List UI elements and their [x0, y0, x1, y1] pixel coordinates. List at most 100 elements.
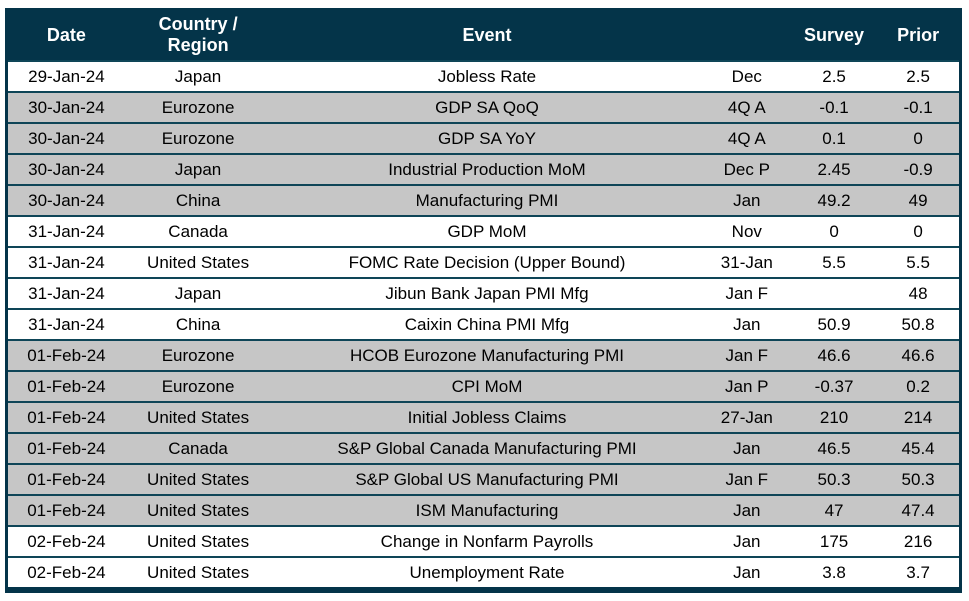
- cell-prior: 5.5: [877, 246, 961, 278]
- cell-region: China: [124, 308, 272, 340]
- cell-event: FOMC Rate Decision (Upper Bound): [271, 246, 703, 278]
- cell-survey: -0.1: [790, 91, 878, 123]
- table-row: 02-Feb-24 United States Unemployment Rate J…: [6, 556, 961, 590]
- table-row: 01-Feb-24 United States Initial Jobless Cl…: [6, 401, 961, 433]
- cell-date: 01-Feb-24: [6, 339, 125, 371]
- cell-prior: 48: [877, 277, 961, 309]
- cell-event: CPI MoM: [271, 370, 703, 402]
- cell-prior: 50.3: [877, 463, 961, 495]
- economic-calendar-table: Date Country / Region Event Survey Prior…: [5, 8, 962, 593]
- cell-region: Japan: [124, 277, 272, 309]
- cell-date: 31-Jan-24: [6, 215, 125, 247]
- cell-prior: -0.9: [877, 153, 961, 185]
- cell-prior: 47.4: [877, 494, 961, 526]
- cell-region: United States: [124, 556, 272, 590]
- cell-date: 01-Feb-24: [6, 463, 125, 495]
- cell-event: Industrial Production MoM: [271, 153, 703, 185]
- cell-survey: -0.37: [790, 370, 878, 402]
- cell-region: China: [124, 184, 272, 216]
- cell-region: Eurozone: [124, 122, 272, 154]
- cell-survey: 0.1: [790, 122, 878, 154]
- table-row: 30-Jan-24 Eurozone GDP SA YoY 4Q A 0.1 0: [6, 122, 961, 154]
- cell-prior: 45.4: [877, 432, 961, 464]
- cell-event: Unemployment Rate: [271, 556, 703, 590]
- cell-region: United States: [124, 246, 272, 278]
- cell-region: United States: [124, 525, 272, 557]
- table-row: 01-Feb-24 United States ISM Manufacturing J…: [6, 494, 961, 526]
- cell-event: GDP SA QoQ: [271, 91, 703, 123]
- cell-event: S&P Global Canada Manufacturing PMI: [271, 432, 703, 464]
- cell-date: 30-Jan-24: [6, 184, 125, 216]
- cell-period: 31-Jan: [702, 246, 791, 278]
- cell-prior: 0: [877, 215, 961, 247]
- cell-event: HCOB Eurozone Manufacturing PMI: [271, 339, 703, 371]
- cell-survey: 2.5: [790, 60, 878, 92]
- cell-survey: 46.5: [790, 432, 878, 464]
- cell-event: Initial Jobless Claims: [271, 401, 703, 433]
- cell-prior: 214: [877, 401, 961, 433]
- cell-date: 01-Feb-24: [6, 401, 125, 433]
- cell-period: Jan F: [702, 277, 791, 309]
- column-header-event: Event: [271, 9, 703, 61]
- cell-event: Manufacturing PMI: [271, 184, 703, 216]
- cell-date: 01-Feb-24: [6, 370, 125, 402]
- cell-period: 4Q A: [702, 122, 791, 154]
- cell-region: United States: [124, 401, 272, 433]
- cell-prior: 49: [877, 184, 961, 216]
- cell-event: Caixin China PMI Mfg: [271, 308, 703, 340]
- cell-region: Canada: [124, 215, 272, 247]
- cell-survey: [790, 277, 878, 309]
- cell-prior: 46.6: [877, 339, 961, 371]
- cell-period: Jan F: [702, 463, 791, 495]
- cell-region: Canada: [124, 432, 272, 464]
- cell-period: Jan P: [702, 370, 791, 402]
- cell-period: 27-Jan: [702, 401, 791, 433]
- cell-prior: 0.2: [877, 370, 961, 402]
- cell-survey: 47: [790, 494, 878, 526]
- header-row: Date Country / Region Event Survey Prior: [6, 9, 961, 61]
- cell-survey: 49.2: [790, 184, 878, 216]
- cell-region: United States: [124, 463, 272, 495]
- cell-region: Eurozone: [124, 370, 272, 402]
- cell-region: Eurozone: [124, 91, 272, 123]
- cell-period: 4Q A: [702, 91, 791, 123]
- table-row: 30-Jan-24 Eurozone GDP SA QoQ 4Q A -0.1 -0.1: [6, 91, 961, 123]
- cell-date: 31-Jan-24: [6, 277, 125, 309]
- cell-date: 01-Feb-24: [6, 432, 125, 464]
- table-row: 01-Feb-24 United States S&P Global US Manu…: [6, 463, 961, 495]
- cell-region: Japan: [124, 153, 272, 185]
- cell-region: Eurozone: [124, 339, 272, 371]
- cell-period: Jan F: [702, 339, 791, 371]
- column-header-region: Country / Region: [124, 9, 272, 61]
- cell-prior: 50.8: [877, 308, 961, 340]
- cell-event: GDP MoM: [271, 215, 703, 247]
- table-body: 29-Jan-24 Japan Jobless Rate Dec 2.5 2.5 30-Ja…: [6, 60, 961, 590]
- table-row: 02-Feb-24 United States Change in Nonfarm …: [6, 525, 961, 557]
- table-header: Date Country / Region Event Survey Prior: [6, 9, 961, 61]
- cell-event: Change in Nonfarm Payrolls: [271, 525, 703, 557]
- cell-period: Jan: [702, 525, 791, 557]
- table-row: 31-Jan-24 Japan Jibun Bank Japan PMI Mfg Ja…: [6, 277, 961, 309]
- table-row: 31-Jan-24 China Caixin China PMI Mfg Jan 50.…: [6, 308, 961, 340]
- cell-region: Japan: [124, 60, 272, 92]
- cell-survey: 46.6: [790, 339, 878, 371]
- cell-survey: 210: [790, 401, 878, 433]
- cell-date: 30-Jan-24: [6, 153, 125, 185]
- cell-date: 30-Jan-24: [6, 122, 125, 154]
- cell-event: Jibun Bank Japan PMI Mfg: [271, 277, 703, 309]
- cell-prior: 0: [877, 122, 961, 154]
- cell-event: GDP SA YoY: [271, 122, 703, 154]
- cell-date: 30-Jan-24: [6, 91, 125, 123]
- cell-date: 01-Feb-24: [6, 494, 125, 526]
- table-row: 30-Jan-24 Japan Industrial Production MoM D…: [6, 153, 961, 185]
- table-row: 31-Jan-24 Canada GDP MoM Nov 0 0: [6, 215, 961, 247]
- table-row: 01-Feb-24 Canada S&P Global Canada Manufac…: [6, 432, 961, 464]
- table-row: 30-Jan-24 China Manufacturing PMI Jan 49.2 49: [6, 184, 961, 216]
- table-row: 01-Feb-24 Eurozone HCOB Eurozone Manufactu…: [6, 339, 961, 371]
- cell-date: 02-Feb-24: [6, 525, 125, 557]
- cell-period: Jan: [702, 184, 791, 216]
- column-header-prior: Prior: [877, 9, 961, 61]
- table-row: 29-Jan-24 Japan Jobless Rate Dec 2.5 2.5: [6, 60, 961, 92]
- cell-survey: 2.45: [790, 153, 878, 185]
